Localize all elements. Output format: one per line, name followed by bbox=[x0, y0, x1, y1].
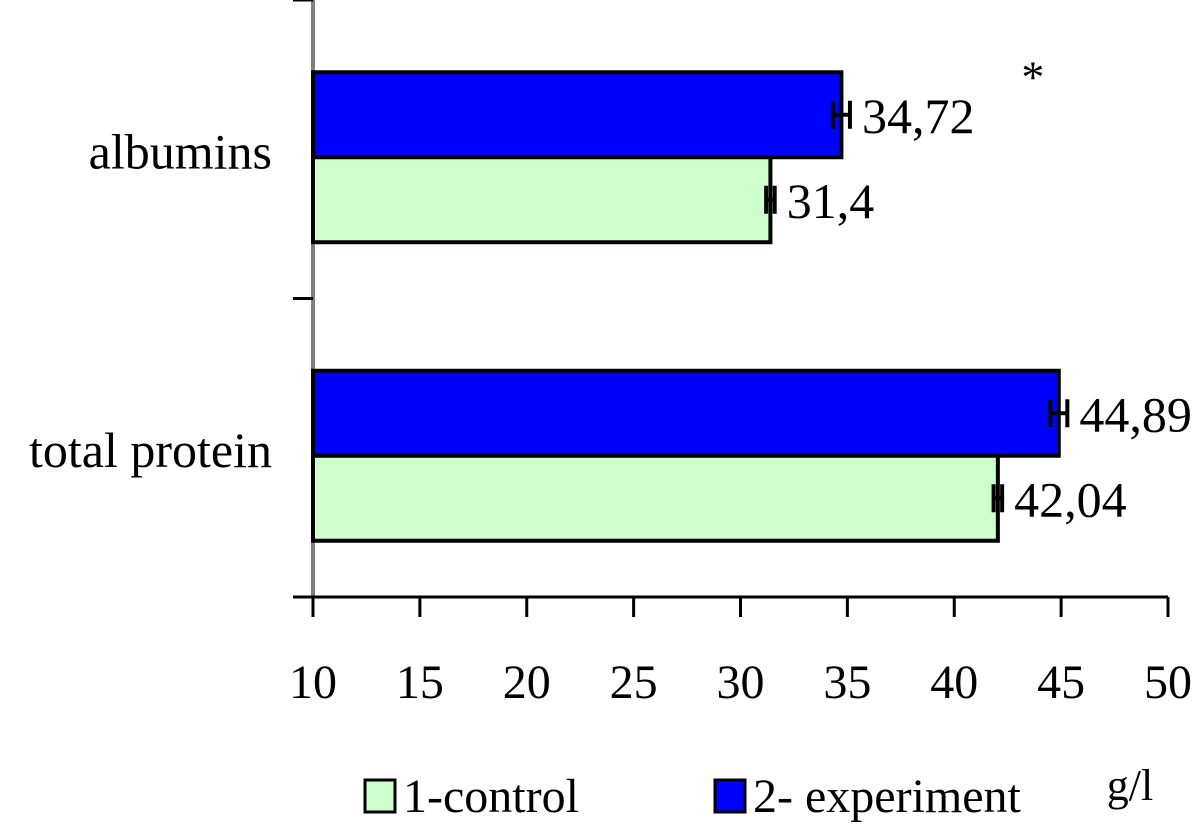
legend-label-1-control: 1-control bbox=[403, 770, 579, 823]
data-label-2-experiment-total-protein: 44,89 bbox=[1079, 386, 1192, 442]
legend: 1-control 2- experiment bbox=[363, 770, 1022, 823]
bar-1-control-albumins bbox=[311, 155, 773, 245]
x-tick-label-40: 40 bbox=[930, 656, 978, 709]
bar-2-experiment-total-protein bbox=[311, 368, 1061, 458]
bar-2-experiment-albumins bbox=[311, 70, 844, 160]
x-tick-label-25: 25 bbox=[610, 656, 658, 709]
legend-swatch-2-experiment bbox=[713, 778, 747, 814]
data-label-2-experiment-albumins: 34,72 bbox=[862, 88, 975, 144]
legend-label-2-experiment: 2- experiment bbox=[753, 770, 1022, 823]
category-label-albumins: albumins bbox=[89, 124, 272, 180]
bar-1-control-total-protein bbox=[311, 453, 1000, 543]
bars bbox=[311, 70, 1070, 543]
value-labels: 34,72 * 31,4 44,89 42,04 bbox=[787, 51, 1192, 527]
data-label-1-control-total-protein: 42,04 bbox=[1014, 471, 1127, 527]
x-tick-label-45: 45 bbox=[1037, 656, 1085, 709]
x-tick-label-10: 10 bbox=[289, 656, 337, 709]
x-tick-label-30: 30 bbox=[717, 656, 765, 709]
x-axis-label: g/l bbox=[1107, 761, 1153, 810]
x-tick-label-35: 35 bbox=[823, 656, 871, 709]
significance-annotation: * bbox=[1021, 51, 1044, 102]
category-label-total-protein: total protein bbox=[29, 422, 272, 478]
x-axis: 10 15 20 25 30 35 40 45 50 g/l bbox=[289, 595, 1192, 810]
y-axis: albumins total protein bbox=[29, 0, 315, 599]
x-tick-label-20: 20 bbox=[503, 656, 551, 709]
data-label-1-control-albumins: 31,4 bbox=[787, 173, 875, 229]
x-tick-label-50: 50 bbox=[1144, 656, 1192, 709]
x-tick-label-15: 15 bbox=[396, 656, 444, 709]
legend-swatch-1-control bbox=[363, 778, 397, 814]
